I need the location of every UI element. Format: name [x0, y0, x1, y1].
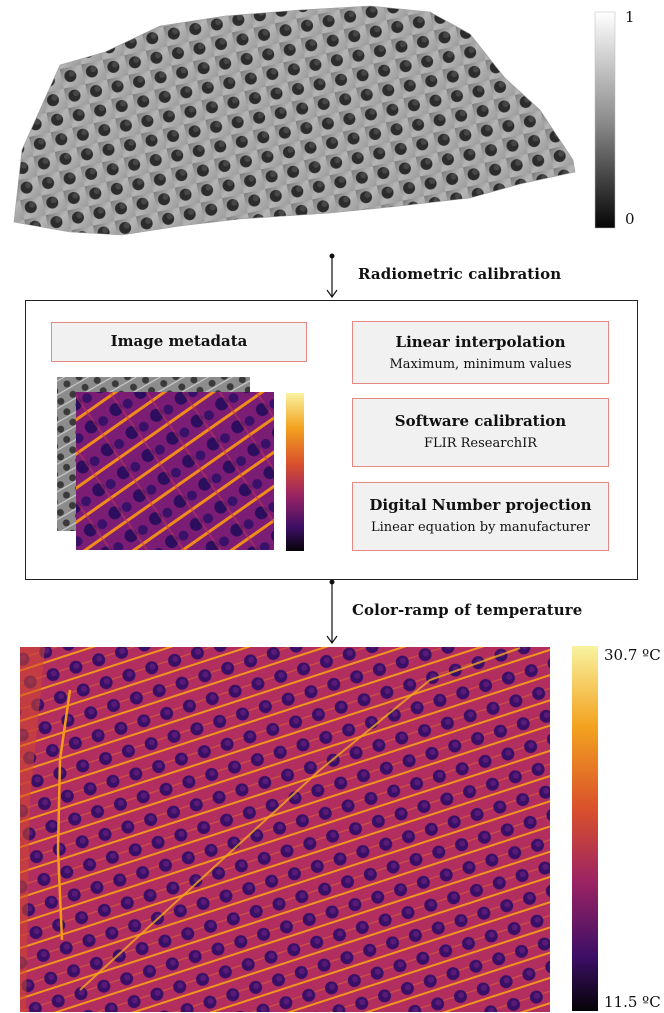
- digital-number-subtitle: Linear equation by manufacturer: [371, 520, 590, 535]
- image-metadata-box: Image metadata: [51, 322, 307, 362]
- software-calibration-box: Software calibration FLIR ResearchIR: [352, 398, 609, 467]
- arrow-radiometric: [326, 253, 338, 299]
- temperature-map: [20, 647, 550, 1012]
- inferno-small-colorbar: [286, 393, 304, 551]
- heat-thermal-layer: [76, 392, 274, 550]
- path-line-diagonal: [79, 647, 521, 991]
- software-calibration-title: Software calibration: [394, 412, 567, 430]
- digital-number-title: Digital Number projection: [369, 496, 592, 514]
- linear-interpolation-subtitle: Maximum, minimum values: [389, 357, 572, 372]
- radiometric-calibration-label: Radiometric calibration: [358, 265, 562, 283]
- color-ramp-label: Color-ramp of temperature: [352, 601, 583, 619]
- arrow-colorramp: [326, 579, 338, 645]
- temperature-max-label: 30.7 ºC: [604, 646, 661, 664]
- grayscale-colorbar: [594, 11, 616, 229]
- grayscale-min-label: 0: [625, 210, 635, 228]
- temperature-map-edge: [20, 647, 45, 1012]
- temperature-colorbar: [572, 646, 598, 1011]
- temperature-min-label: 11.5 ºC: [604, 993, 661, 1011]
- grayscale-max-label: 1: [625, 8, 635, 26]
- process-frame: [25, 300, 638, 580]
- grayscale-orthomosaic: [13, 5, 576, 236]
- digital-number-box: Digital Number projection Linear equatio…: [352, 482, 609, 551]
- linear-interpolation-title: Linear interpolation: [395, 333, 566, 351]
- image-metadata-title: Image metadata: [110, 332, 248, 350]
- software-calibration-subtitle: FLIR ResearchIR: [423, 436, 538, 451]
- linear-interpolation-box: Linear interpolation Maximum, minimum va…: [352, 321, 609, 384]
- path-line-left: [56, 689, 72, 941]
